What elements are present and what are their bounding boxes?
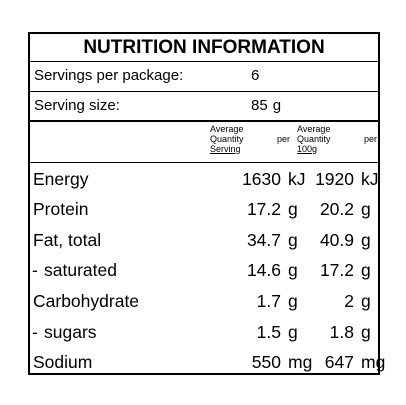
per-serving-value: 1.7 bbox=[256, 291, 281, 311]
servings-per-package-value: 6 bbox=[251, 62, 259, 90]
per-serving-unit: g bbox=[288, 260, 298, 280]
nutrition-panel: NUTRITION INFORMATION Servings per packa… bbox=[28, 32, 385, 377]
nutrient-label: Sodium bbox=[33, 352, 93, 372]
column-header-line: Serving bbox=[210, 144, 241, 154]
per-serving-value: 1630 bbox=[242, 169, 281, 189]
nutrient-row-protein: Protein 17.2 g 20.2 g bbox=[30, 194, 378, 224]
serving-size-label: Serving size: bbox=[34, 97, 120, 114]
serving-size-number: 85 bbox=[251, 97, 268, 114]
per-100g-unit: g bbox=[361, 322, 371, 342]
nutrient-sublabel: - sugars bbox=[32, 317, 97, 347]
indent-dash: - bbox=[32, 260, 38, 280]
per-100g-value: 20.2 bbox=[319, 199, 354, 219]
column-header-word: per bbox=[276, 134, 290, 144]
column-header-line: Quantity per bbox=[297, 134, 377, 144]
nutrient-label: sugars bbox=[44, 322, 97, 342]
column-header-per-serving: Average Quantity per Serving bbox=[210, 124, 290, 154]
servings-per-package-number: 6 bbox=[251, 67, 260, 84]
nutrient-row-fat-total: Fat, total 34.7 g 40.9 g bbox=[30, 225, 378, 255]
servings-per-package-row: Servings per package: 6 bbox=[30, 62, 378, 90]
column-header-line: Average bbox=[297, 124, 331, 134]
per-100g-value: 1.8 bbox=[329, 322, 354, 342]
per-100g-unit: g bbox=[361, 291, 371, 311]
nutrient-row-sodium: Sodium 550 mg 647 mg bbox=[30, 347, 385, 377]
column-header-line: Quantity per bbox=[210, 134, 290, 144]
per-100g-value: 40.9 bbox=[319, 230, 354, 250]
serving-size-value: 85 g bbox=[251, 92, 281, 120]
column-header-per-100g: Average Quantity per 100g bbox=[297, 124, 377, 154]
per-serving-value: 34.7 bbox=[246, 230, 281, 250]
nutrient-row-energy: Energy 1630 kJ 1920 kJ bbox=[30, 164, 379, 194]
per-100g-value: 2 bbox=[344, 291, 354, 311]
nutrient-sublabel: - saturated bbox=[32, 255, 117, 285]
per-serving-value: 550 bbox=[251, 352, 281, 372]
per-100g-unit: g bbox=[361, 260, 371, 280]
per-100g-unit: mg bbox=[361, 352, 386, 372]
nutrient-label: Protein bbox=[33, 199, 89, 219]
column-header-word: per bbox=[363, 134, 377, 144]
column-header-word: Quantity bbox=[297, 134, 331, 144]
servings-per-package-label: Servings per package: bbox=[34, 67, 184, 84]
per-100g-unit: g bbox=[361, 230, 371, 250]
per-serving-value: 14.6 bbox=[246, 260, 281, 280]
per-serving-value: 1.5 bbox=[256, 322, 281, 342]
nutrient-row-sugars: - sugars 1.5 g 1.8 g bbox=[30, 317, 378, 347]
serving-size-row: Serving size: 85 g bbox=[30, 92, 378, 120]
per-100g-unit: g bbox=[361, 199, 371, 219]
per-serving-unit: mg bbox=[288, 352, 313, 372]
panel-title: NUTRITION INFORMATION bbox=[83, 37, 325, 58]
per-100g-value: 647 bbox=[324, 352, 354, 372]
divider-thick bbox=[30, 120, 378, 122]
column-header-word: Quantity bbox=[210, 134, 244, 144]
nutrient-label: Carbohydrate bbox=[33, 291, 140, 311]
indent-dash: - bbox=[32, 322, 38, 342]
per-100g-value: 1920 bbox=[315, 169, 354, 189]
column-header-line: Average bbox=[210, 124, 244, 134]
nutrient-label: Fat, total bbox=[33, 230, 102, 250]
column-header-line: 100g bbox=[297, 144, 318, 154]
per-serving-unit: g bbox=[288, 322, 298, 342]
per-serving-unit: g bbox=[288, 230, 298, 250]
divider bbox=[30, 91, 378, 92]
per-serving-unit: kJ bbox=[288, 169, 306, 189]
nutrient-row-carbohydrate: Carbohydrate 1.7 g 2 g bbox=[30, 286, 378, 316]
nutrient-label: saturated bbox=[44, 260, 117, 280]
nutrient-row-saturated: - saturated 14.6 g 17.2 g bbox=[30, 255, 378, 285]
divider bbox=[30, 162, 378, 163]
per-serving-value: 17.2 bbox=[246, 199, 281, 219]
per-100g-unit: kJ bbox=[361, 169, 379, 189]
per-serving-unit: g bbox=[288, 199, 298, 219]
serving-size-unit: g bbox=[272, 97, 282, 114]
per-serving-unit: g bbox=[288, 291, 298, 311]
per-100g-value: 17.2 bbox=[319, 260, 354, 280]
nutrient-label: Energy bbox=[33, 169, 89, 189]
divider bbox=[30, 61, 378, 62]
